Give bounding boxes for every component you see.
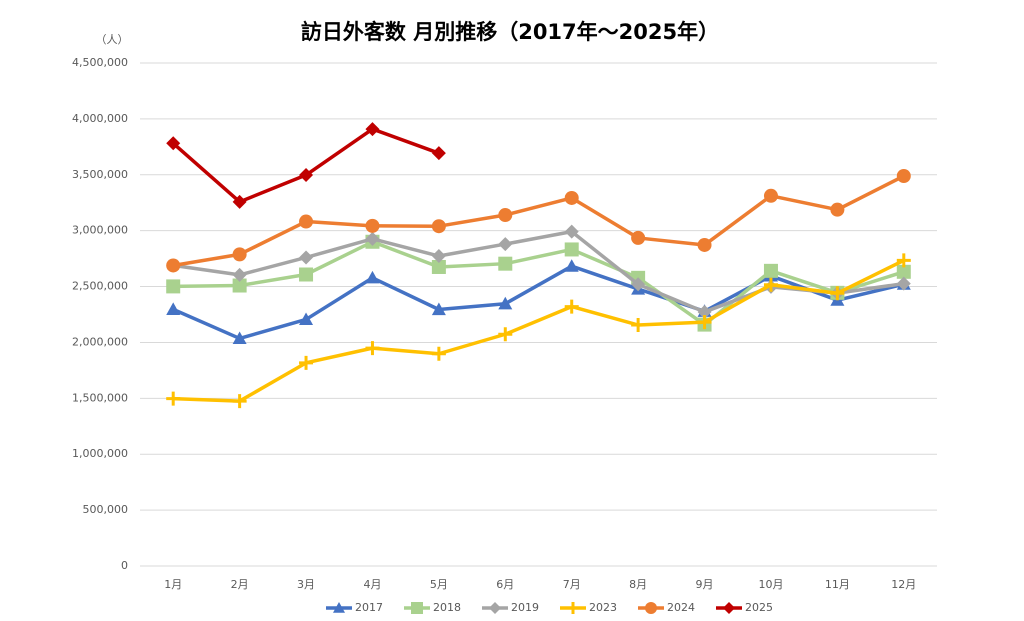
marker bbox=[232, 194, 247, 209]
marker bbox=[299, 267, 314, 282]
marker bbox=[631, 230, 646, 245]
marker bbox=[763, 188, 778, 203]
x-tick-label: 5月 bbox=[430, 578, 448, 591]
y-tick-label: 2,500,000 bbox=[72, 280, 128, 293]
legend-label: 2025 bbox=[745, 601, 773, 614]
marker bbox=[498, 208, 513, 223]
marker bbox=[830, 202, 845, 217]
marker bbox=[697, 237, 712, 252]
marker bbox=[431, 219, 446, 234]
marker bbox=[896, 169, 911, 184]
series-line bbox=[172, 229, 905, 314]
marker bbox=[763, 263, 778, 278]
marker bbox=[411, 602, 423, 614]
marker bbox=[830, 286, 845, 301]
marker bbox=[365, 218, 380, 233]
marker bbox=[498, 256, 513, 271]
marker bbox=[365, 122, 380, 137]
y-tick-label: 4,500,000 bbox=[72, 56, 128, 69]
marker bbox=[564, 190, 579, 205]
marker bbox=[697, 304, 712, 319]
marker bbox=[232, 278, 247, 293]
marker bbox=[232, 394, 247, 409]
marker bbox=[166, 136, 181, 151]
marker bbox=[166, 302, 181, 315]
marker bbox=[498, 237, 513, 252]
marker bbox=[166, 258, 181, 273]
x-tick-label: 1月 bbox=[164, 578, 182, 591]
marker bbox=[365, 270, 380, 284]
x-tick-label: 7月 bbox=[563, 578, 581, 591]
marker bbox=[645, 602, 657, 614]
marker bbox=[365, 231, 380, 246]
marker bbox=[232, 247, 247, 262]
marker bbox=[299, 355, 314, 370]
marker bbox=[631, 318, 646, 333]
x-tick-label: 10月 bbox=[758, 578, 783, 591]
y-tick-label: 2,000,000 bbox=[72, 335, 128, 348]
y-unit: （人） bbox=[96, 33, 129, 46]
y-tick-label: 4,000,000 bbox=[72, 112, 128, 125]
series-line bbox=[173, 258, 905, 403]
marker bbox=[299, 168, 314, 183]
marker bbox=[564, 224, 579, 239]
marker bbox=[697, 315, 712, 330]
marker bbox=[723, 602, 735, 614]
legend-label: 2017 bbox=[355, 601, 383, 614]
marker bbox=[431, 259, 446, 274]
marker bbox=[763, 277, 778, 292]
marker bbox=[498, 296, 513, 310]
x-tick-label: 12月 bbox=[891, 578, 916, 591]
marker bbox=[564, 242, 579, 257]
y-tick-label: 1,000,000 bbox=[72, 447, 128, 460]
marker bbox=[299, 214, 314, 229]
marker bbox=[232, 331, 247, 345]
x-tick-label: 4月 bbox=[363, 578, 381, 591]
legend-label: 2023 bbox=[589, 601, 617, 614]
legend-label: 2024 bbox=[667, 601, 695, 614]
marker bbox=[498, 327, 513, 342]
marker bbox=[299, 312, 314, 326]
y-tick-label: 0 bbox=[121, 559, 128, 572]
marker bbox=[365, 341, 380, 356]
series-line bbox=[172, 264, 905, 341]
series-line bbox=[172, 127, 440, 204]
marker bbox=[333, 602, 345, 613]
marker bbox=[166, 279, 181, 294]
y-tick-label: 500,000 bbox=[83, 503, 129, 516]
marker bbox=[564, 299, 579, 314]
x-tick-label: 3月 bbox=[297, 578, 315, 591]
x-tick-label: 2月 bbox=[231, 578, 249, 591]
marker bbox=[431, 346, 446, 361]
chart-title: 訪日外客数 月別推移（2017年～2025年） bbox=[301, 20, 719, 44]
x-tick-label: 6月 bbox=[496, 578, 514, 591]
y-tick-label: 3,000,000 bbox=[72, 224, 128, 237]
marker bbox=[631, 277, 646, 292]
marker bbox=[896, 276, 911, 291]
x-tick-label: 8月 bbox=[629, 578, 647, 591]
marker bbox=[166, 391, 181, 406]
x-tick-label: 9月 bbox=[696, 578, 714, 591]
legend-label: 2019 bbox=[511, 601, 539, 614]
marker bbox=[431, 249, 446, 264]
marker bbox=[489, 602, 501, 614]
marker bbox=[232, 267, 247, 282]
marker bbox=[896, 264, 911, 279]
series-line bbox=[173, 240, 905, 327]
marker bbox=[564, 259, 579, 272]
marker bbox=[896, 253, 911, 268]
marker bbox=[567, 602, 579, 614]
y-tick-label: 1,500,000 bbox=[72, 391, 128, 404]
marker bbox=[431, 302, 446, 316]
y-tick-label: 3,500,000 bbox=[72, 168, 128, 181]
series-line bbox=[172, 174, 905, 268]
legend-label: 2018 bbox=[433, 601, 461, 614]
marker bbox=[299, 250, 314, 265]
marker bbox=[431, 146, 446, 161]
x-tick-label: 11月 bbox=[825, 578, 850, 591]
